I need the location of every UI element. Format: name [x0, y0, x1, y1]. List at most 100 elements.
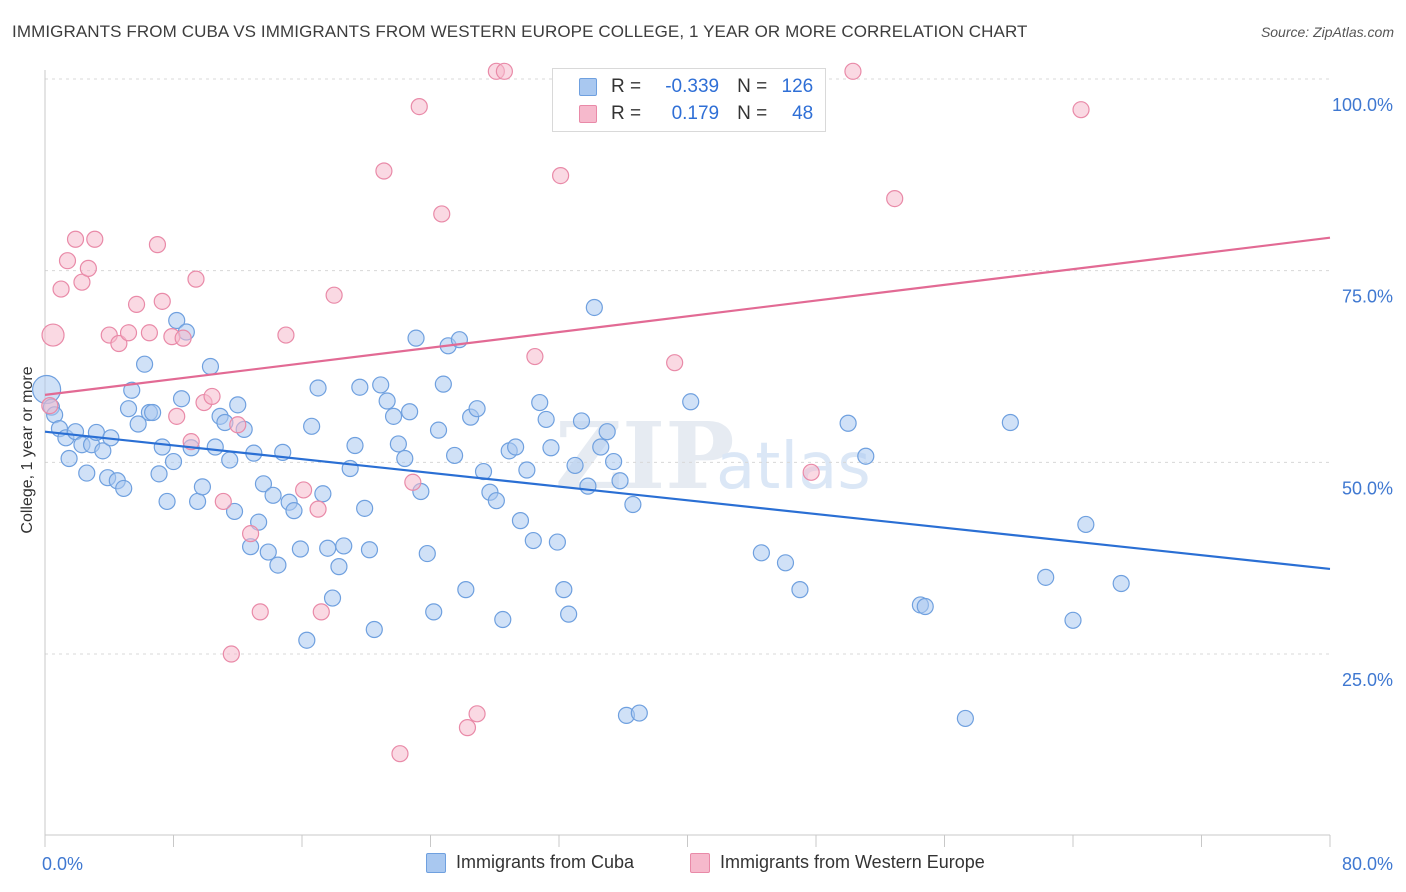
point-western-europe [802, 463, 820, 481]
x-tick-label: 0.0% [42, 854, 83, 874]
point-cuba [314, 485, 332, 503]
point-cuba [418, 544, 436, 563]
point-cuba [560, 605, 578, 623]
y-axis-label-wrap: College, 1 year or more [8, 300, 48, 600]
point-cuba [372, 376, 390, 394]
point-cuba [285, 502, 303, 520]
point-western-europe [222, 645, 240, 663]
legend-item-cuba[interactable]: Immigrants from Cuba [426, 852, 634, 873]
point-cuba [468, 400, 486, 418]
point-cuba [254, 475, 273, 493]
point-cuba [401, 403, 419, 421]
cuba-swatch [426, 852, 446, 873]
point-western-europe [526, 347, 544, 366]
point-cuba [542, 439, 560, 457]
point-cuba [598, 423, 616, 441]
point-western-europe [214, 492, 232, 511]
point-cuba [839, 414, 857, 432]
y-tick-label: 75.0% [1342, 287, 1393, 307]
x-tick-label: 80.0% [1342, 854, 1393, 874]
point-western-europe [110, 334, 128, 353]
point-cuba [259, 543, 277, 561]
watermark-atlas: atlas [716, 430, 871, 504]
point-western-europe [277, 326, 295, 344]
point-cuba [269, 556, 287, 574]
n-value: 126 [781, 76, 814, 97]
point-cuba [507, 438, 525, 456]
point-cuba [188, 492, 207, 511]
point-western-europe [119, 324, 138, 342]
correlation-legend: R = -0.339 N = 126 R = 0.179 N = 48 [552, 68, 826, 132]
point-western-europe [153, 292, 171, 310]
point-western-europe [52, 280, 70, 298]
point-western-europe [182, 433, 200, 451]
point-western-europe [168, 407, 186, 425]
point-cuba [776, 554, 795, 572]
point-cuba [158, 492, 176, 511]
point-cuba [193, 478, 212, 496]
point-western-europe [404, 473, 422, 491]
r-value: 0.179 [671, 103, 720, 124]
point-western-europe [886, 190, 904, 208]
point-western-europe [174, 329, 192, 347]
point-western-europe [458, 719, 477, 737]
point-cuba [624, 495, 642, 514]
point-western-europe [1072, 101, 1090, 119]
point-western-europe [73, 273, 91, 291]
point-cuba [229, 396, 247, 414]
point-cuba [129, 415, 147, 433]
point-cuba [356, 499, 374, 517]
point-cuba [164, 452, 183, 471]
point-cuba [365, 620, 383, 639]
point-cuba [221, 451, 239, 469]
point-cuba [168, 311, 186, 330]
point-cuba [384, 407, 403, 425]
point-cuba [172, 390, 191, 408]
point-cuba [956, 709, 974, 728]
point-cuba [378, 392, 396, 410]
point-cuba [309, 379, 327, 397]
point-cuba [531, 393, 549, 412]
point-cuba [150, 465, 168, 483]
point-cuba [153, 438, 171, 456]
r-value: -0.339 [665, 76, 720, 97]
point-cuba [335, 537, 353, 555]
point-cuba [115, 479, 133, 498]
point-cuba [389, 435, 407, 453]
point-western-europe [309, 500, 327, 518]
point-western-europe [391, 745, 409, 763]
point-cuba [330, 558, 348, 576]
point-cuba [1064, 611, 1082, 629]
point-cuba [425, 603, 443, 621]
point-cuba [360, 541, 379, 559]
point-cuba [605, 452, 623, 471]
legend-item-western-europe[interactable]: Immigrants from Western Europe [690, 852, 985, 873]
point-cuba [1037, 568, 1055, 586]
point-cuba [518, 461, 536, 479]
point-cuba [1001, 413, 1019, 432]
point-cuba [429, 421, 448, 439]
point-western-europe [79, 259, 97, 277]
point-cuba [323, 589, 342, 607]
y-tick-label: 50.0% [1342, 478, 1393, 498]
point-cuba [537, 410, 555, 429]
point-cuba [264, 486, 282, 504]
series-legend: Immigrants from Cuba Immigrants from Wes… [0, 852, 1406, 878]
point-western-europe [251, 603, 269, 621]
r-label: R = [611, 76, 642, 97]
point-cuba [144, 403, 162, 422]
point-cuba [566, 456, 584, 475]
western-europe-swatch [579, 105, 597, 123]
point-cuba [585, 298, 603, 317]
point-western-europe [187, 270, 205, 288]
point-western-europe [58, 252, 77, 270]
point-cuba [78, 464, 96, 482]
point-cuba [346, 436, 364, 455]
y-tick-label: 100.0% [1332, 95, 1393, 115]
point-cuba [135, 355, 154, 373]
point-cuba [445, 446, 464, 465]
point-cuba [119, 400, 138, 418]
point-cuba [487, 492, 505, 510]
point-western-europe [41, 397, 59, 415]
